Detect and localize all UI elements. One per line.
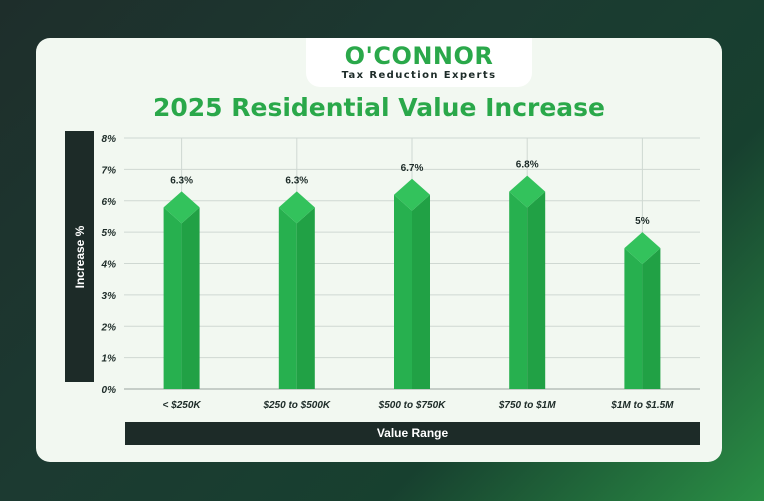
x-tick-label: $1M to $1.5M: [610, 400, 674, 411]
bar-top: [394, 178, 430, 211]
y-tick-label: 3%: [102, 291, 117, 302]
bar-top: [509, 175, 546, 208]
bar-right-face: [412, 194, 430, 389]
bar-value-label: 6.7%: [401, 163, 424, 174]
bar-top: [163, 191, 200, 224]
bar-value-label: 5%: [635, 216, 650, 227]
bar-top: [624, 232, 661, 265]
bar-right-face: [527, 191, 546, 389]
bar-top: [278, 191, 315, 224]
bar-left-face: [163, 207, 182, 389]
y-tick-label: 8%: [102, 134, 117, 145]
y-tick-label: 1%: [102, 354, 117, 365]
y-axis-label-box: Increase %: [65, 131, 94, 382]
x-tick-label: $500 to $750K: [378, 400, 446, 411]
bar-right-face: [181, 207, 200, 389]
x-tick-label: $250 to $500K: [262, 400, 330, 411]
bar-left-face: [394, 194, 412, 389]
y-tick-label: 0%: [102, 385, 117, 396]
x-tick-label: < $250K: [163, 400, 202, 411]
bar-right-face: [296, 207, 315, 389]
chart-card: O'CONNOR Tax Reduction Experts 2025 Resi…: [36, 38, 722, 462]
x-axis-label: Value Range: [125, 422, 700, 445]
bar-left-face: [278, 207, 297, 389]
logo-wordmark: O'CONNOR: [344, 42, 494, 70]
bar-left-face: [624, 248, 643, 389]
y-tick-label: 6%: [102, 197, 117, 208]
chart-title: 2025 Residential Value Increase: [152, 93, 606, 122]
y-tick-label: 7%: [102, 165, 117, 176]
y-tick-label: 5%: [102, 228, 117, 239]
bar-right-face: [642, 248, 661, 389]
y-tick-label: 4%: [101, 260, 117, 271]
x-tick-label: $750 to $1M: [498, 400, 556, 411]
bar-value-label: 6.3%: [285, 175, 308, 186]
logo: O'CONNOR Tax Reduction Experts: [306, 38, 532, 87]
bar-left-face: [509, 191, 528, 389]
bar-value-label: 6.8%: [516, 160, 539, 171]
y-tick-label: 2%: [101, 322, 117, 333]
logo-tagline: Tax Reduction Experts: [341, 70, 497, 81]
bar-value-label: 6.3%: [170, 175, 193, 186]
